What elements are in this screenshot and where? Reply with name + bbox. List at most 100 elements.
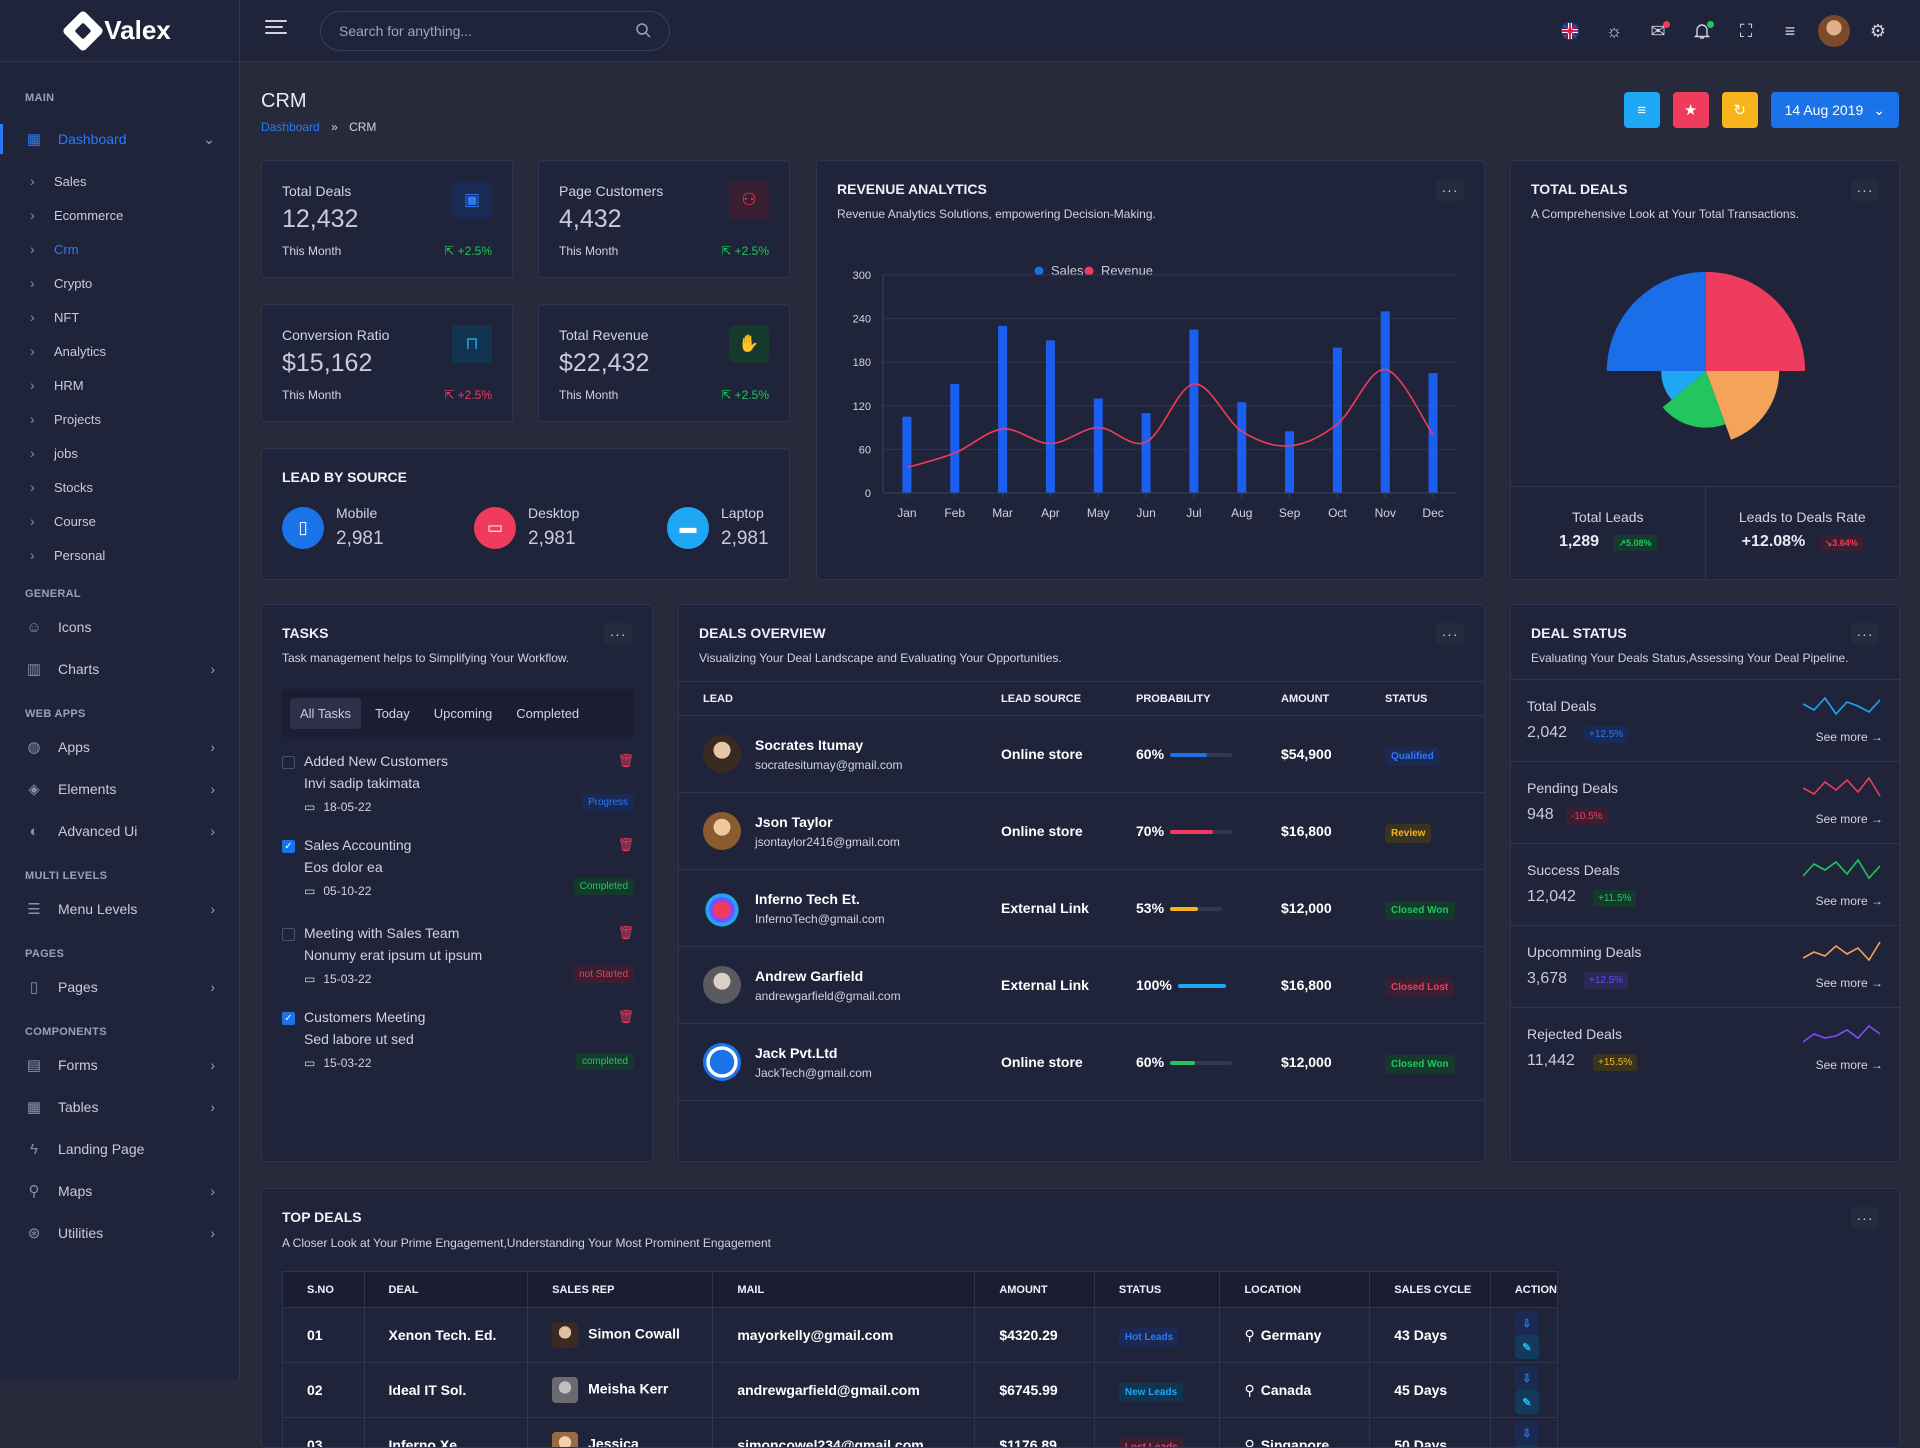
legend-label[interactable]: Revenue [1101, 263, 1153, 278]
bar-sales[interactable] [1189, 330, 1198, 494]
sidebar-item-maps[interactable]: ⚲Maps› [0, 1170, 239, 1212]
more-button[interactable]: ··· [1851, 179, 1879, 201]
table-row[interactable]: 03 Inferno Xe. Jessica simoncowel234@gma… [283, 1418, 1558, 1448]
uk-flag-icon[interactable] [1548, 9, 1592, 53]
see-more-link[interactable]: See more → [1816, 730, 1883, 744]
search-input[interactable] [339, 23, 619, 39]
tab-all-tasks[interactable]: All Tasks [290, 698, 361, 729]
download-button[interactable]: ⇩ [1515, 1421, 1539, 1445]
sidebar-sub-analytics[interactable]: Analytics [0, 334, 239, 368]
see-more-link[interactable]: See more → [1816, 1058, 1883, 1072]
sidebar-sub-projects[interactable]: Projects [0, 402, 239, 436]
task-checkbox[interactable]: ✓ [282, 1012, 295, 1025]
sidebar-item-forms[interactable]: ▤Forms› [0, 1044, 239, 1086]
see-more-link[interactable]: See more → [1816, 976, 1883, 990]
download-button[interactable]: ⇩ [1515, 1311, 1539, 1335]
search-box[interactable] [320, 11, 670, 51]
search-icon[interactable] [635, 22, 651, 41]
sidebar-sub-hrm[interactable]: HRM [0, 368, 239, 402]
bar-sales[interactable] [1429, 373, 1438, 493]
refresh-button[interactable]: ↻ [1722, 92, 1758, 128]
bell-icon[interactable] [1680, 9, 1724, 53]
trash-icon[interactable]: 🗑 [617, 1009, 634, 1025]
sidebar-item-apps[interactable]: ◍Apps› [0, 726, 239, 768]
star-button[interactable]: ★ [1673, 92, 1709, 128]
sidebar-sub-sales[interactable]: Sales [0, 164, 239, 198]
fullscreen-icon[interactable]: ⛶ [1724, 9, 1768, 53]
menu-list-icon[interactable]: ≡ [1768, 9, 1812, 53]
pie-slice-red[interactable] [1706, 272, 1805, 371]
sun-icon[interactable]: ☼ [1592, 9, 1636, 53]
bar-sales[interactable] [998, 326, 1007, 493]
sidebar-sub-crypto[interactable]: Crypto [0, 266, 239, 300]
status-value: 11,442 [1527, 1052, 1575, 1070]
sidebar-sub-course[interactable]: Course [0, 504, 239, 538]
more-button[interactable]: ··· [1436, 623, 1464, 645]
trash-icon[interactable]: 🗑 [617, 837, 634, 853]
status-badge: Closed Lost [1385, 978, 1454, 997]
bar-sales[interactable] [1285, 431, 1294, 493]
bar-sales[interactable] [1237, 402, 1246, 493]
see-more-link[interactable]: See more → [1816, 894, 1883, 908]
bar-sales[interactable] [1381, 311, 1390, 493]
bar-sales[interactable] [1094, 399, 1103, 493]
sidebar-item-tables[interactable]: ▦Tables› [0, 1086, 239, 1128]
breadcrumb-home[interactable]: Dashboard [261, 120, 320, 134]
more-button[interactable]: ··· [1851, 623, 1879, 645]
pie-slice-blue[interactable] [1607, 272, 1706, 371]
sidebar-sub-crm[interactable]: Crm [0, 232, 239, 266]
tab-upcoming[interactable]: Upcoming [424, 698, 503, 729]
sidebar-sub-personal[interactable]: Personal [0, 538, 239, 572]
sidebar-sub-nft[interactable]: NFT [0, 300, 239, 334]
sidebar-sub-jobs[interactable]: jobs [0, 436, 239, 470]
table-row[interactable]: 01 Xenon Tech. Ed. Simon Cowall mayorkel… [283, 1308, 1558, 1363]
tab-completed[interactable]: Completed [506, 698, 589, 729]
table-row[interactable]: 02 Ideal IT Sol. Meisha Kerr andrewgarfi… [283, 1363, 1558, 1418]
see-more-link[interactable]: See more → [1816, 812, 1883, 826]
sidebar-item-utilities[interactable]: ⊛Utilities› [0, 1212, 239, 1254]
table-row[interactable]: Inferno Tech Et.InfernoTech@gmail.com Ex… [679, 870, 1485, 947]
more-button[interactable]: ··· [1436, 179, 1464, 201]
deal-name: Inferno Xe. [364, 1418, 528, 1448]
task-checkbox[interactable] [282, 928, 295, 941]
filter-icon: ≡ [1637, 102, 1646, 119]
date-dropdown[interactable]: 14 Aug 2019⌄ [1771, 92, 1899, 128]
filter-button[interactable]: ≡ [1624, 92, 1660, 128]
mail-icon[interactable]: ✉ [1636, 9, 1680, 53]
user-avatar[interactable] [1812, 9, 1856, 53]
download-button[interactable]: ⇩ [1515, 1366, 1539, 1390]
brand[interactable]: Valex [0, 0, 239, 62]
sidebar-item-advanced-ui[interactable]: ◐Advanced Ui› [0, 810, 239, 852]
sales-rep: Jessica [528, 1418, 713, 1448]
trash-icon[interactable]: 🗑 [617, 925, 634, 941]
edit-button[interactable]: ✎ [1515, 1335, 1539, 1359]
more-button[interactable]: ··· [1851, 1207, 1879, 1229]
trash-icon[interactable]: 🗑 [617, 753, 634, 769]
sidebar-item-elements[interactable]: ◈Elements› [0, 768, 239, 810]
menu-toggle-icon[interactable] [265, 20, 287, 34]
sidebar-item-icons[interactable]: ☺Icons [0, 606, 239, 648]
edit-button[interactable]: ✎ [1515, 1390, 1539, 1414]
sidebar-item-menu-levels[interactable]: ☰Menu Levels› [0, 888, 239, 930]
bar-sales[interactable] [1046, 340, 1055, 493]
legend-label[interactable]: Sales [1051, 263, 1084, 278]
sidebar-sub-stocks[interactable]: Stocks [0, 470, 239, 504]
bar-sales[interactable] [950, 384, 959, 493]
sidebar-item-dashboard[interactable]: ▦ Dashboard ⌄ [0, 118, 239, 160]
gear-icon[interactable]: ⚙ [1856, 9, 1900, 53]
bar-sales[interactable] [1142, 413, 1151, 493]
sidebar-sub-ecommerce[interactable]: Ecommerce [0, 198, 239, 232]
sidebar-item-pages[interactable]: ▯Pages› [0, 966, 239, 1008]
sidebar-item-charts[interactable]: ▥Charts› [0, 648, 239, 690]
task-checkbox[interactable]: ✓ [282, 840, 295, 853]
tab-today[interactable]: Today [365, 698, 420, 729]
task-checkbox[interactable] [282, 756, 295, 769]
bar-sales[interactable] [902, 417, 911, 493]
more-button[interactable]: ··· [604, 623, 632, 645]
